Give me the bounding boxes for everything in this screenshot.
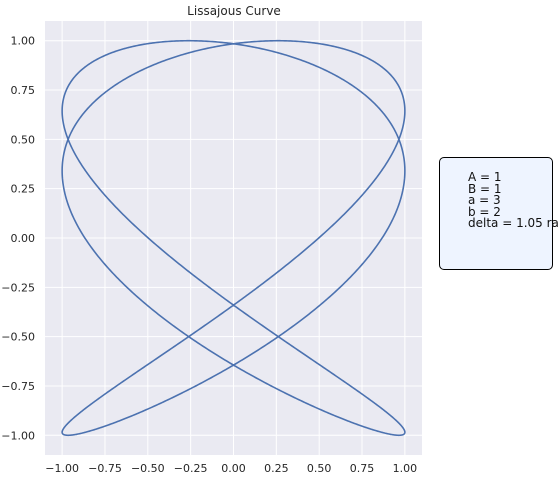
y-tick-label: 0.75 — [11, 84, 36, 97]
param-b-frequency: b = 2 — [468, 204, 501, 219]
lissajous-curve — [61, 39, 406, 437]
y-tick-label: 0.50 — [11, 133, 36, 146]
curve-layer — [61, 39, 406, 437]
x-axis: −1.00 −0.75 −0.50 −0.25 0.00 0.25 0.50 0.75 1.00 — [45, 462, 417, 475]
param-a-amplitude: A = 1 — [468, 170, 502, 184]
y-tick-label: 0.00 — [11, 232, 36, 245]
parameters-box: A = 1 B = 1 a = 3 b = 2 delta = 1.05 rad — [439, 157, 559, 270]
y-tick-label: −0.25 — [1, 281, 35, 294]
x-tick-label: 0.00 — [221, 462, 246, 475]
y-tick-label: 1.00 — [11, 35, 36, 48]
x-tick-label: 0.25 — [264, 462, 289, 475]
x-tick-label: −0.25 — [174, 462, 208, 475]
y-axis: −1.00 −0.75 −0.50 −0.25 0.00 0.25 0.50 0.75 1.00 — [1, 35, 35, 443]
x-tick-label: 0.75 — [350, 462, 375, 475]
param-delta: delta = 1.05 rad — [468, 216, 559, 230]
chart-title: Lissajous Curve — [187, 4, 281, 18]
y-tick-label: 0.25 — [11, 183, 36, 196]
x-tick-label: −1.00 — [45, 462, 79, 475]
x-tick-label: 0.50 — [307, 462, 332, 475]
param-b-amplitude: B = 1 — [468, 181, 502, 196]
x-tick-label: −0.50 — [131, 462, 165, 475]
param-a-frequency: a = 3 — [468, 193, 501, 207]
x-tick-label: −0.75 — [88, 462, 122, 475]
y-tick-label: −1.00 — [1, 429, 35, 442]
x-tick-label: 1.00 — [393, 462, 418, 475]
y-tick-label: −0.50 — [1, 331, 35, 344]
y-tick-label: −0.75 — [1, 380, 35, 393]
